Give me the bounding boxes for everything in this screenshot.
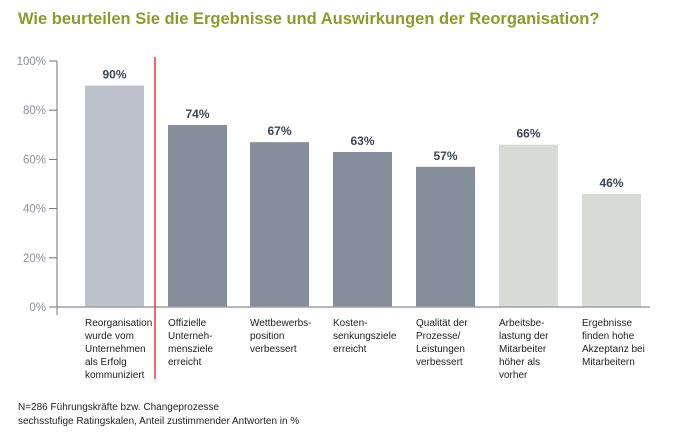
category-label: Prozesse/ <box>416 331 461 342</box>
y-tick-label: 100% <box>17 56 46 68</box>
value-label: 90% <box>102 68 126 82</box>
y-tick-label: 20% <box>23 253 46 265</box>
category-label: finden hohe <box>582 331 635 342</box>
category-label: Akzeptanz bei <box>582 344 645 355</box>
bar <box>416 166 475 307</box>
category-label: kommuniziert <box>85 370 145 381</box>
category-label: lastung der <box>499 331 549 342</box>
category-label: verbessert <box>416 357 463 368</box>
category-label: Ergebnisse <box>582 318 632 329</box>
bar <box>250 142 309 307</box>
category-label: verbessert <box>250 344 297 355</box>
category-label: erreicht <box>333 344 367 355</box>
value-label: 63% <box>350 134 374 148</box>
category-label: höher als <box>499 357 540 368</box>
bar <box>85 85 144 307</box>
footnote-scale: sechsstufige Ratingskalen, Anteil zustim… <box>18 416 300 427</box>
y-tick-label: 60% <box>23 154 46 166</box>
category-label: Mitarbeitern <box>582 357 635 368</box>
category-label: position <box>250 331 284 342</box>
value-label: 57% <box>433 149 457 163</box>
category-label: erreicht <box>168 357 202 368</box>
category-label: Offizielle <box>168 318 207 329</box>
category-label: Unternehmen <box>85 344 146 355</box>
bar <box>582 193 641 307</box>
y-tick-label: 40% <box>23 204 46 216</box>
value-label: 66% <box>516 127 540 141</box>
chart-title: Wie beurteilen Sie die Ergebnisse und Au… <box>18 10 600 28</box>
category-label: Leistungen <box>416 344 465 355</box>
category-label: senkungsziele <box>333 331 397 342</box>
category-label: vorher <box>499 370 528 381</box>
category-label: als Erfolg <box>85 357 127 368</box>
value-label: 46% <box>599 176 623 190</box>
category-label: Qualität der <box>416 318 468 329</box>
category-label: Kosten- <box>333 318 367 329</box>
category-label: Unterneh- <box>168 331 212 342</box>
category-label: Mitarbeiter <box>499 344 547 355</box>
value-label: 67% <box>267 124 291 138</box>
category-label: wurde vom <box>84 331 134 342</box>
bar <box>168 124 227 308</box>
category-label: Arbeitsbe- <box>499 318 545 329</box>
footnote-sample: N=286 Führungskräfte bzw. Changeprozesse <box>18 402 219 413</box>
category-label: Reorganisation <box>85 318 152 329</box>
value-label: 74% <box>185 107 209 121</box>
y-tick-label: 80% <box>23 105 46 117</box>
bar <box>499 144 558 307</box>
category-label: Wettbewerbs- <box>250 318 312 329</box>
category-label: mensziele <box>168 344 213 355</box>
y-tick-label: 0% <box>29 302 46 314</box>
bar <box>333 152 392 307</box>
